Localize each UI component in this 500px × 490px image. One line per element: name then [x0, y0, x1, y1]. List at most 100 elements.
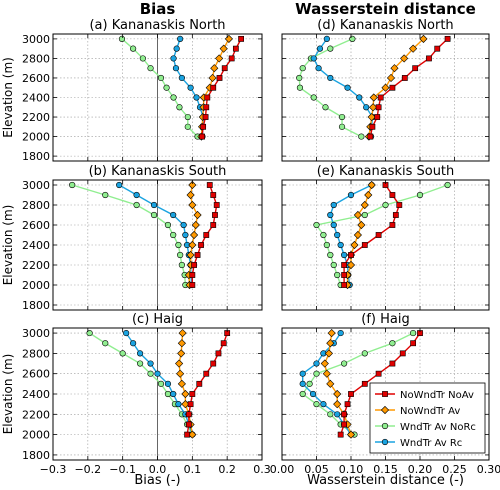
data-point-nownd_noav — [189, 272, 196, 278]
data-point-wnd_rc — [170, 390, 177, 398]
x-tick-label: −0.1 — [109, 463, 136, 476]
data-point-nownd_av — [400, 54, 409, 63]
data-point-wnd_norc — [177, 251, 184, 259]
y-tick-label: 2000 — [22, 131, 50, 144]
data-point-wnd_rc — [187, 84, 194, 91]
data-point-nownd_av — [177, 349, 186, 358]
data-point-nownd_noav — [375, 232, 382, 238]
data-point-nownd_noav — [191, 262, 197, 268]
data-point-wnd_norc — [170, 94, 177, 101]
data-point-nownd_av — [186, 250, 195, 260]
data-point-wnd_norc — [338, 123, 346, 130]
data-point-nownd_noav — [401, 75, 408, 81]
data-point-nownd_noav — [228, 55, 235, 62]
data-point-nownd_noav — [375, 104, 382, 111]
data-point-nownd_noav — [348, 391, 354, 397]
data-point-wnd_norc — [69, 181, 76, 189]
data-point-wnd_norc — [323, 241, 330, 249]
data-point-nownd_noav — [341, 421, 347, 428]
data-point-wnd_rc — [150, 201, 158, 209]
data-point-wnd_norc — [416, 191, 424, 199]
data-point-nownd_av — [333, 389, 342, 399]
data-point-nownd_noav — [341, 411, 347, 418]
data-point-nownd_noav — [375, 370, 382, 377]
y-tick-label: 2200 — [22, 111, 50, 124]
data-point-nownd_noav — [200, 123, 207, 130]
data-point-wnd_rc — [313, 360, 320, 367]
data-point-nownd_av — [367, 180, 376, 190]
data-point-wnd_rc — [170, 55, 177, 62]
data-point-nownd_noav — [221, 65, 228, 72]
data-point-nownd_av — [326, 379, 335, 388]
legend: NoWndTr NoAv NoWndTr Av WndTr Av NoRc WndTr… — [369, 382, 486, 454]
y-tick-label: 3000 — [22, 327, 50, 340]
data-point-nownd_noav — [341, 282, 347, 288]
data-point-wnd_norc — [299, 65, 306, 72]
data-point-wnd_rc — [175, 401, 182, 408]
data-point-nownd_noav — [341, 272, 347, 278]
data-point-wnd_norc — [164, 390, 172, 398]
data-point-nownd_noav — [389, 360, 396, 367]
data-point-nownd_noav — [369, 123, 376, 130]
x-axis-label: Wasserstein distance (-) — [307, 473, 464, 488]
data-point-nownd_av — [210, 64, 219, 73]
data-point-nownd_av — [353, 210, 362, 220]
data-point-wnd_rc — [337, 329, 344, 337]
data-point-nownd_av — [360, 200, 369, 210]
data-point-nownd_av — [333, 400, 342, 409]
data-point-wnd_norc — [133, 201, 140, 209]
y-tick-label: 2800 — [22, 347, 50, 360]
legend-label: NoWndTr Av — [400, 406, 460, 417]
data-point-nownd_noav — [185, 421, 192, 428]
data-point-wnd_rc — [173, 45, 180, 52]
data-point-nownd_noav — [341, 262, 347, 268]
data-point-nownd_noav — [213, 202, 220, 208]
data-point-wnd_norc — [327, 45, 334, 52]
panel-title: (a) Kananaskis North — [89, 18, 225, 33]
panel-a: 1800 2000 2200 2400 2600 2800 3000 (a) Kananask… — [1, 18, 263, 163]
data-point-wnd_norc — [327, 411, 334, 418]
data-point-wnd_norc — [147, 65, 154, 72]
data-point-wnd_rc — [123, 329, 130, 337]
y-tick-label: 2400 — [22, 239, 50, 252]
data-point-wnd_norc — [296, 74, 303, 82]
data-point-nownd_av — [367, 112, 376, 122]
data-point-nownd_av — [175, 359, 184, 368]
data-point-nownd_noav — [210, 192, 217, 198]
data-point-wnd_norc — [322, 104, 329, 111]
data-point-nownd_av — [188, 200, 197, 210]
data-point-nownd_av — [186, 190, 195, 200]
data-point-nownd_noav — [203, 232, 210, 238]
data-point-wnd_rc — [316, 45, 324, 52]
data-point-nownd_av — [188, 240, 197, 250]
data-point-wnd_rc — [164, 380, 172, 387]
data-point-nownd_av — [215, 54, 224, 63]
data-point-wnd_norc — [184, 123, 191, 130]
y-tick-label: 2800 — [22, 199, 50, 212]
data-point-wnd_norc — [164, 221, 172, 229]
data-point-wnd_rc — [310, 55, 317, 62]
data-point-nownd_noav — [399, 350, 406, 357]
data-point-wnd_norc — [157, 380, 165, 387]
x-tick-label: 0.10 — [339, 463, 364, 476]
data-point-nownd_noav — [184, 431, 191, 438]
x-tick-label: −0.3 — [40, 463, 67, 476]
data-point-wnd_rc — [170, 211, 177, 219]
data-point-nownd_noav — [361, 242, 368, 248]
data-point-nownd_noav — [203, 370, 210, 377]
data-point-nownd_noav — [348, 252, 354, 258]
data-point-wnd_norc — [313, 401, 320, 408]
data-point-nownd_av — [224, 34, 233, 43]
data-point-wnd_norc — [444, 181, 451, 189]
data-point-nownd_av — [390, 64, 399, 73]
data-point-nownd_noav — [185, 411, 192, 418]
data-point-wnd_norc — [163, 84, 170, 91]
data-point-nownd_av — [176, 369, 185, 378]
data-point-nownd_av — [326, 339, 335, 348]
data-point-wnd_norc — [361, 211, 368, 219]
data-point-nownd_noav — [212, 212, 218, 218]
y-tick-label: 3000 — [22, 33, 50, 46]
data-point-wnd_rc — [172, 65, 180, 72]
data-point-wnd_rc — [116, 181, 123, 189]
